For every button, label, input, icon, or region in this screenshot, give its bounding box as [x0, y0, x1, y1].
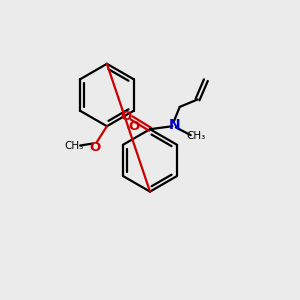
Text: O: O [89, 140, 100, 154]
Text: O: O [120, 110, 131, 123]
Text: CH₃: CH₃ [186, 131, 206, 141]
Text: CH₃: CH₃ [64, 140, 83, 151]
Text: N: N [169, 118, 180, 132]
Text: O: O [128, 120, 140, 133]
